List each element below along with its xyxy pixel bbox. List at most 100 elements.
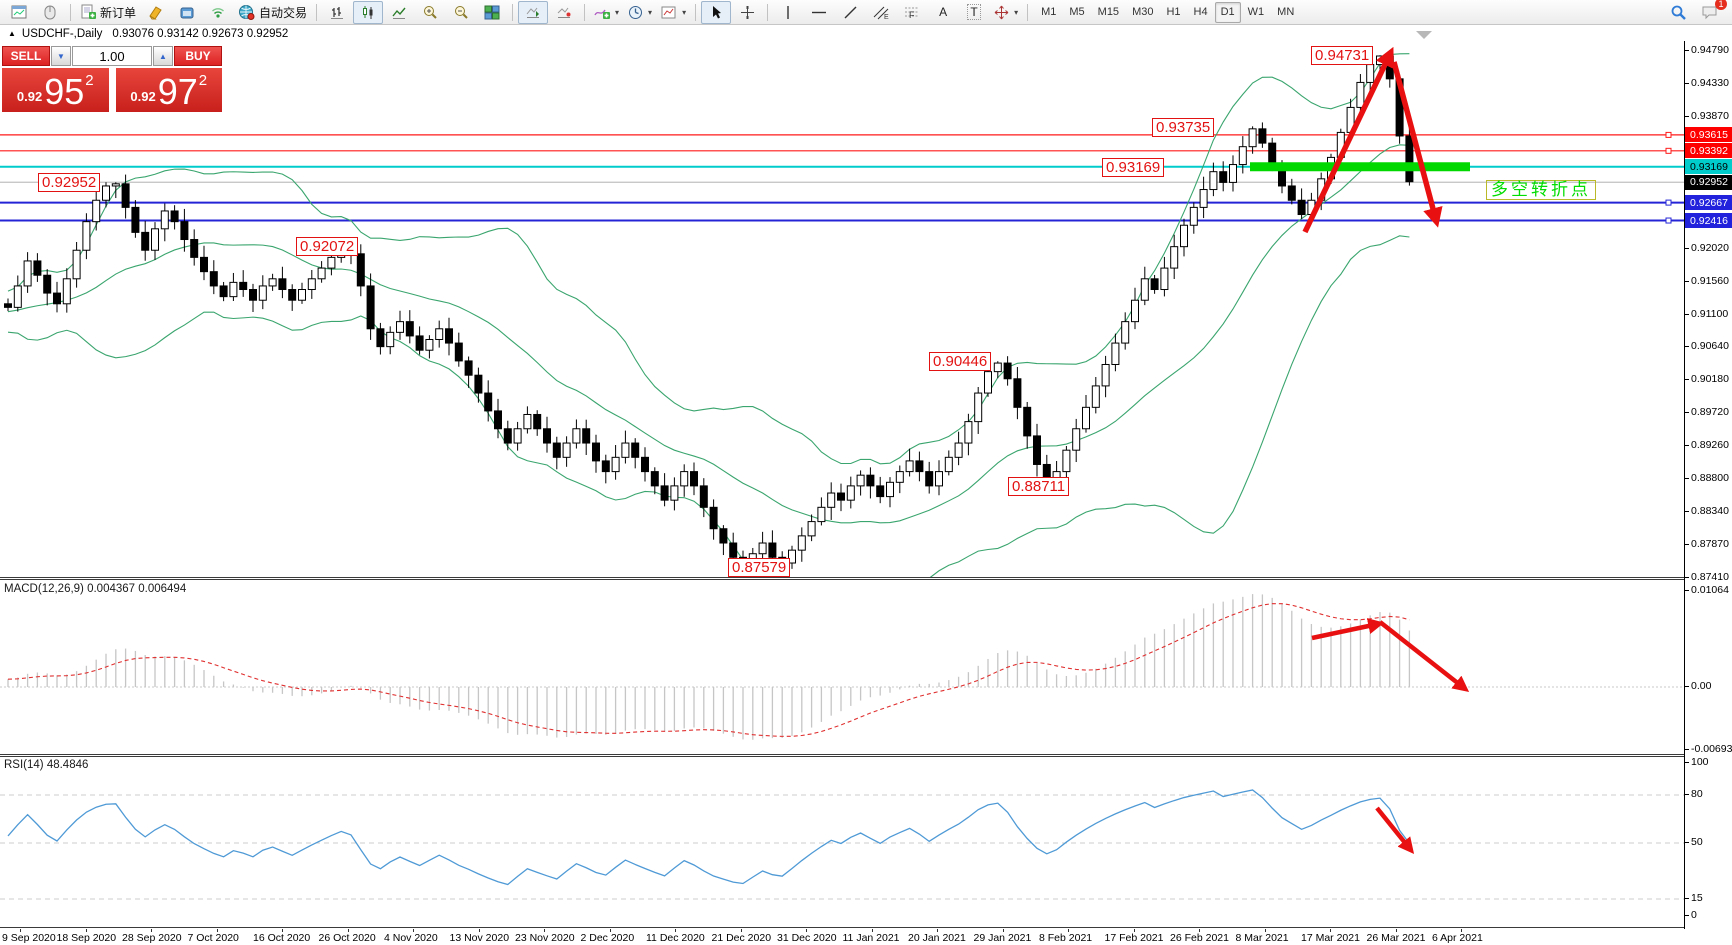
date-tick bbox=[871, 929, 873, 932]
timeframe-d1[interactable]: D1 bbox=[1214, 1, 1241, 23]
market-button[interactable] bbox=[172, 1, 202, 24]
new-chart-button[interactable] bbox=[4, 1, 34, 24]
timeframe-m1[interactable]: M1 bbox=[1041, 6, 1057, 18]
main-panel[interactable] bbox=[0, 46, 1684, 593]
zoom-out-button[interactable] bbox=[446, 1, 476, 24]
buy-price-display[interactable]: 0.92 97 2 bbox=[115, 68, 222, 112]
price-axis[interactable]: 0.94790 0.94330 0.93870 0.92020 0.91560 0.911… bbox=[1684, 41, 1732, 929]
chart-shift-marker-icon[interactable] bbox=[1416, 31, 1432, 39]
periods-button[interactable]: ▾ bbox=[624, 1, 656, 24]
timeframe-m15[interactable]: M15 bbox=[1097, 6, 1120, 18]
date-label: 26 Oct 2020 bbox=[318, 932, 376, 944]
horizontal-line-button[interactable] bbox=[804, 1, 834, 24]
templates-button[interactable]: ▾ bbox=[657, 1, 690, 24]
buy-button[interactable]: BUY bbox=[174, 46, 222, 66]
sell-price-display[interactable]: 0.92 95 2 bbox=[2, 68, 109, 112]
sell-price-main: 95 bbox=[44, 71, 85, 112]
chart-price-label[interactable]: 0.94731 bbox=[1311, 46, 1374, 65]
indicators-button[interactable]: ▾ bbox=[590, 1, 623, 24]
chart-price-label[interactable]: 0.87579 bbox=[728, 558, 791, 577]
volume-decrease-button[interactable]: ▼ bbox=[51, 46, 71, 66]
timeframe-m30[interactable]: M30 bbox=[1132, 6, 1154, 18]
date-label: 29 Jan 2021 bbox=[973, 932, 1032, 944]
arrows-button[interactable]: ▾ bbox=[990, 1, 1022, 24]
chart-price-label[interactable]: 0.93735 bbox=[1152, 118, 1215, 137]
sell-button[interactable]: SELL bbox=[2, 46, 50, 66]
search-button[interactable] bbox=[1663, 1, 1693, 24]
autotrade-button[interactable]: 自动交易 bbox=[234, 1, 311, 24]
date-label: 28 Sep 2020 bbox=[122, 932, 182, 944]
rsi-panel[interactable] bbox=[0, 789, 1684, 900]
bar-chart-button[interactable] bbox=[322, 1, 352, 24]
timeframe-m5[interactable]: M5 bbox=[1069, 6, 1085, 18]
candlestick-chart-button[interactable] bbox=[353, 0, 384, 24]
price-tick: 0.90180 bbox=[1685, 373, 1729, 386]
crosshair-button[interactable] bbox=[732, 1, 762, 24]
chart-price-label[interactable]: 0.92952 bbox=[38, 173, 101, 192]
annotation-arrow-main[interactable] bbox=[1391, 61, 1443, 228]
annotation-box[interactable]: 多空转折点 bbox=[1486, 180, 1596, 200]
buy-price-pipette: 2 bbox=[198, 72, 208, 89]
chart-shift-button[interactable] bbox=[549, 1, 579, 24]
vertical-line-button[interactable] bbox=[773, 1, 803, 24]
notifications-button[interactable]: 1 bbox=[1694, 0, 1727, 24]
metaeditor-button[interactable] bbox=[141, 1, 171, 24]
cursor-button[interactable] bbox=[701, 0, 732, 24]
date-tick bbox=[1395, 929, 1397, 932]
text-button[interactable]: A bbox=[928, 1, 958, 24]
chart-price-label[interactable]: 0.92072 bbox=[296, 237, 359, 256]
date-tick bbox=[216, 929, 218, 932]
collapse-chart-icon[interactable]: ▲ bbox=[8, 29, 16, 38]
date-label: 18 Sep 2020 bbox=[56, 932, 117, 944]
line-anchor[interactable] bbox=[1665, 199, 1672, 206]
volume-increase-button[interactable]: ▲ bbox=[153, 46, 173, 66]
fibonacci-button[interactable]: F bbox=[897, 1, 927, 24]
annotation-arrow-main[interactable] bbox=[1302, 46, 1394, 234]
annotation-arrow-rsi[interactable] bbox=[1375, 806, 1415, 855]
line-chart-icon bbox=[391, 7, 406, 19]
rsi-tick: 80 bbox=[1685, 788, 1703, 800]
label-button[interactable]: T bbox=[959, 1, 989, 24]
annotation-arrow-macd[interactable] bbox=[1378, 620, 1470, 693]
bollinger-upper bbox=[7, 53, 1410, 465]
rsi-panel-divider[interactable] bbox=[0, 754, 1684, 757]
timeframe-h1[interactable]: H1 bbox=[1166, 6, 1181, 18]
line-anchor[interactable] bbox=[1665, 131, 1672, 138]
channel-button[interactable]: E bbox=[866, 1, 896, 24]
macd-panel-divider[interactable] bbox=[0, 577, 1684, 580]
chart-price-label[interactable]: 0.90446 bbox=[929, 352, 992, 371]
timeframe-h4[interactable]: H4 bbox=[1193, 6, 1208, 18]
autotrade-icon bbox=[239, 5, 255, 20]
date-label: 20 Jan 2021 bbox=[908, 932, 966, 944]
line-chart-button[interactable] bbox=[384, 1, 414, 24]
zoom-in-button[interactable] bbox=[415, 1, 445, 24]
candlesticks[interactable] bbox=[4, 51, 1414, 575]
annotation-arrow-macd[interactable] bbox=[1311, 618, 1385, 641]
autoscroll-button[interactable] bbox=[518, 0, 549, 24]
toolbar-separator bbox=[1027, 3, 1029, 21]
chart-price-label[interactable]: 0.93169 bbox=[1102, 158, 1165, 177]
timeframe-mn[interactable]: MN bbox=[1277, 6, 1295, 18]
timeframe-w1[interactable]: W1 bbox=[1247, 6, 1265, 18]
zoom-out-icon bbox=[455, 6, 468, 19]
rsi-tick: 100 bbox=[1685, 756, 1709, 768]
chart-canvas[interactable] bbox=[0, 0, 1684, 945]
volume-input[interactable] bbox=[72, 46, 152, 66]
new-order-button[interactable]: 新订单 bbox=[76, 1, 140, 24]
trendline-button[interactable] bbox=[835, 1, 865, 24]
rsi-line bbox=[7, 789, 1410, 886]
price-badge: 0.93392 bbox=[1685, 143, 1732, 159]
line-anchor[interactable] bbox=[1665, 147, 1672, 154]
svg-text:E: E bbox=[884, 14, 889, 20]
signals-button[interactable] bbox=[203, 1, 233, 24]
date-axis[interactable]: 9 Sep 2020 18 Sep 2020 28 Sep 2020 7 Oct 20… bbox=[0, 929, 1684, 945]
chart-price-label[interactable]: 0.88711 bbox=[1008, 477, 1070, 496]
date-tick bbox=[740, 929, 742, 932]
macd-panel[interactable] bbox=[0, 594, 1684, 740]
profiles-button[interactable] bbox=[35, 1, 65, 24]
text-tool-glyph: A bbox=[939, 5, 948, 19]
tile-windows-button[interactable] bbox=[477, 1, 507, 24]
support-resistance-bar[interactable] bbox=[1250, 162, 1470, 172]
line-anchor[interactable] bbox=[1665, 217, 1672, 224]
price-badge: 0.92952 bbox=[1685, 174, 1732, 190]
